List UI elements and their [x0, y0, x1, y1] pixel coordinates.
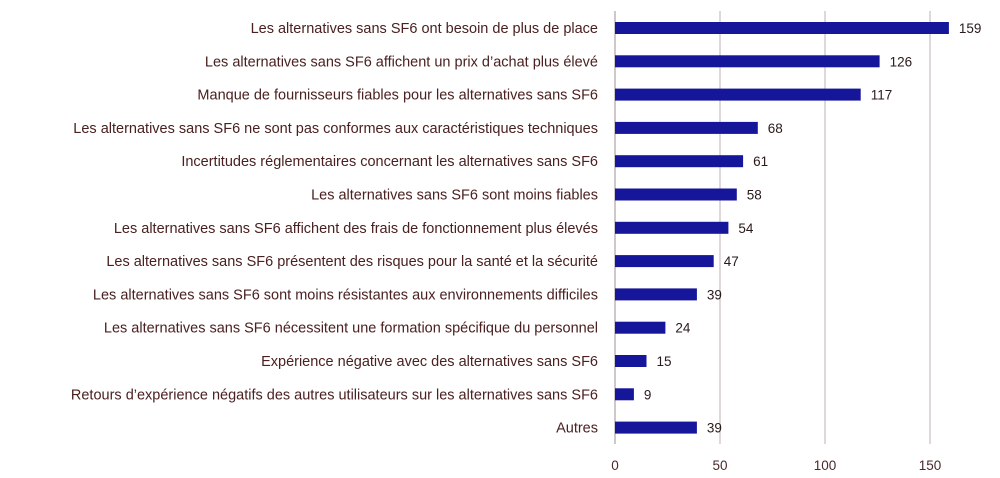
value-label: 24: [675, 321, 691, 336]
category-label: Retours d’expérience négatifs des autres…: [71, 387, 598, 403]
value-label: 9: [644, 387, 652, 402]
category-labels: Les alternatives sans SF6 ont besoin de …: [71, 21, 598, 437]
category-label: Les alternatives sans SF6 ne sont pas co…: [73, 121, 598, 137]
x-tick-label: 100: [814, 458, 837, 473]
bar: [615, 22, 949, 34]
bar: [615, 288, 697, 301]
value-label: 117: [871, 88, 893, 103]
x-tick-label: 150: [919, 458, 942, 473]
value-label: 47: [724, 254, 739, 269]
bar: [615, 255, 714, 268]
x-axis-ticks: 0 50 100 150: [611, 458, 941, 473]
value-label: 61: [753, 154, 768, 169]
category-label: Les alternatives sans SF6 affichent des …: [114, 221, 598, 237]
category-label: Les alternatives sans SF6 ont besoin de …: [251, 21, 598, 37]
bar: [615, 88, 861, 101]
value-label: 68: [768, 121, 783, 136]
category-label: Les alternatives sans SF6 sont moins rés…: [93, 287, 598, 303]
category-label: Manque de fournisseurs fiables pour les …: [197, 88, 598, 104]
bar: [615, 188, 737, 201]
category-label: Les alternatives sans SF6 nécessitent un…: [104, 321, 598, 337]
category-label: Expérience négative avec des alternative…: [261, 354, 598, 370]
value-label: 15: [657, 354, 672, 369]
value-label: 54: [738, 221, 754, 236]
x-tick-label: 50: [712, 458, 727, 473]
category-label: Les alternatives sans SF6 affichent un p…: [205, 54, 598, 70]
value-label: 126: [890, 54, 913, 69]
bar: [615, 321, 666, 334]
bar: [615, 388, 634, 401]
value-label: 39: [707, 421, 722, 436]
category-label: Autres: [556, 421, 598, 437]
bar: [615, 155, 744, 168]
value-label: 159: [959, 21, 982, 36]
value-label: 39: [707, 287, 722, 302]
bar: [615, 355, 647, 367]
category-label: Les alternatives sans SF6 présentent des…: [106, 254, 598, 270]
bar: [615, 121, 758, 134]
value-label: 58: [747, 188, 762, 203]
category-label: Incertitudes réglementaires concernant l…: [181, 154, 598, 170]
bar: [615, 55, 880, 68]
category-label: Les alternatives sans SF6 sont moins fia…: [311, 188, 598, 204]
bar: [615, 421, 697, 434]
bar: [615, 221, 729, 234]
bars: [615, 22, 949, 434]
x-tick-label: 0: [611, 458, 619, 473]
